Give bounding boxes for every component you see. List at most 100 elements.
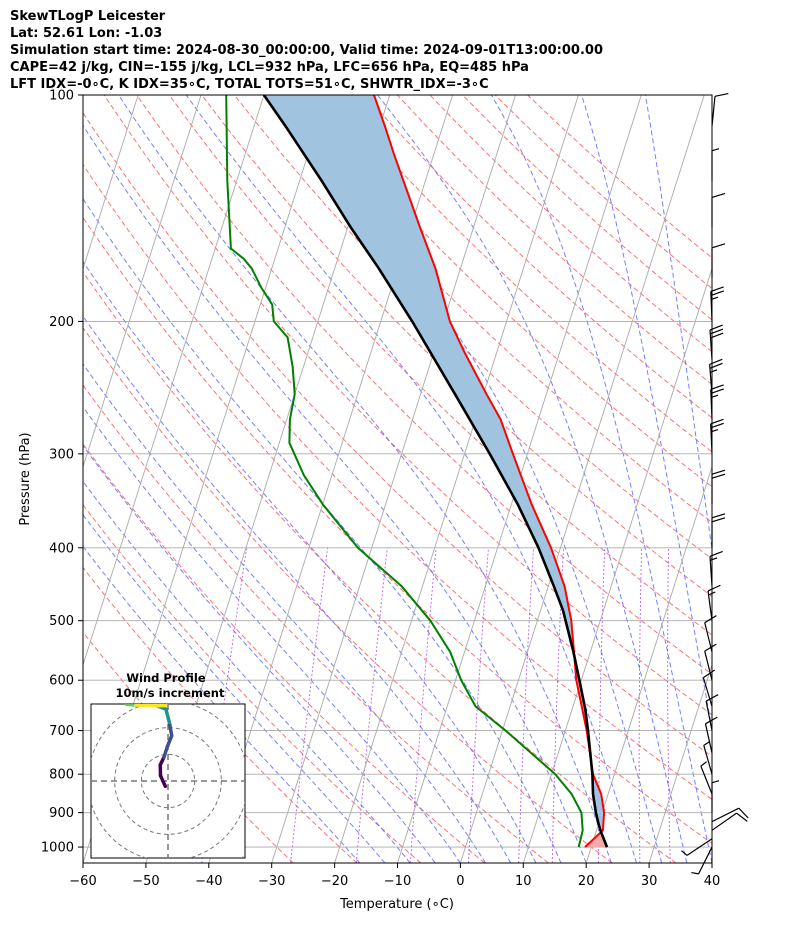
- time-text: Simulation start time: 2024-08-30_00:00:…: [10, 43, 603, 58]
- barb-flag: [710, 418, 724, 425]
- y-axis-label: Pressure (hPa): [18, 432, 33, 525]
- moist-adiabat: [83, 315, 512, 863]
- dry-adiabat: [299, 95, 712, 488]
- dry-adiabat: [494, 95, 712, 290]
- dry-adiabat: [429, 95, 712, 353]
- barb-staff: [710, 389, 713, 420]
- wind-barb: [704, 615, 717, 652]
- moist-adiabat: [83, 124, 587, 863]
- barb-half-flag: [710, 428, 719, 433]
- moist-adiabat: [83, 514, 386, 863]
- hodograph-segment: [164, 707, 172, 725]
- wind-barb: [704, 643, 717, 681]
- mixing-ratio-line: [409, 547, 437, 863]
- wind-barb: [709, 324, 724, 360]
- barb-staff: [709, 364, 713, 395]
- location-text: Lat: 52.61 Lon: -1.03: [10, 26, 163, 41]
- barb-staff: [702, 677, 713, 707]
- cin-area: [263, 95, 575, 657]
- barb-flag: [710, 422, 724, 429]
- x-tick-label: 0: [456, 874, 464, 889]
- barb-flag: [705, 694, 719, 702]
- x-tick-label: −20: [321, 874, 348, 889]
- x-tick-label: −60: [69, 874, 96, 889]
- moist-adiabat: [83, 444, 436, 863]
- barb-staff: [709, 556, 713, 587]
- barb-flag: [705, 716, 718, 725]
- barb-staff: [710, 423, 713, 454]
- barb-staff: [709, 329, 713, 360]
- barb-staff: [703, 745, 713, 775]
- x-tick-label: −50: [132, 874, 159, 889]
- hodograph-segment: [162, 744, 170, 759]
- wind-barbs: [681, 93, 749, 875]
- barb-flag: [711, 192, 726, 199]
- moist-adiabat: [118, 95, 612, 863]
- barb-flag: [710, 388, 724, 395]
- barb-staff: [704, 723, 713, 754]
- hodograph-segment: [158, 773, 168, 789]
- x-tick-label: 10: [515, 874, 532, 889]
- moist-adiabat: [83, 260, 537, 863]
- mixing-ratio-lines: [201, 547, 671, 863]
- isotherm-line: [775, 95, 794, 863]
- index-text: LFT IDX=-0∘C, K IDX=35∘C, TOTAL TOTS=51∘…: [10, 77, 489, 92]
- mixing-ratio-line: [355, 547, 388, 863]
- mixing-ratio-line: [468, 547, 489, 863]
- wind-barb: [710, 286, 724, 322]
- barb-half-flag: [681, 850, 688, 856]
- wind-barb: [711, 148, 720, 181]
- wind-barb: [710, 384, 724, 420]
- wind-barb: [710, 418, 724, 454]
- temperature-line: [373, 95, 606, 848]
- isotherm-line: [0, 95, 75, 863]
- y-tick-label: 800: [49, 768, 74, 783]
- dry-adiabat: [83, 566, 358, 863]
- barb-staff: [686, 838, 713, 856]
- profile-lines: [225, 95, 609, 848]
- moist-adiabat: [490, 95, 712, 863]
- wind-barb: [711, 513, 726, 548]
- barb-flag: [711, 517, 726, 523]
- barb-flag: [736, 812, 748, 822]
- moist-adiabats: [83, 95, 712, 863]
- barb-half-flag: [711, 780, 720, 784]
- dry-adiabat: [83, 216, 712, 845]
- wind-barb: [711, 93, 729, 127]
- isotherm-line: [83, 95, 202, 469]
- wind-barb: [711, 780, 720, 813]
- chart-title: SkewTLogP Leicester: [10, 9, 166, 24]
- barb-half-flag: [703, 740, 711, 746]
- barb-flag: [710, 332, 724, 339]
- dry-adiabat: [83, 163, 712, 800]
- barb-flag: [738, 807, 749, 819]
- hodograph-inset: Wind Profile 10m/s increment: [90, 671, 246, 859]
- barb-flag: [710, 328, 724, 335]
- barb-flag: [703, 669, 716, 679]
- barb-flag: [707, 584, 721, 592]
- barb-staff: [710, 291, 713, 322]
- x-tick-label: −30: [258, 874, 285, 889]
- mixing-ratio-line: [290, 547, 329, 863]
- dry-adiabat: [168, 95, 712, 636]
- barb-flag: [709, 358, 723, 365]
- y-tick-label: 400: [49, 541, 74, 556]
- barb-flag: [710, 290, 724, 296]
- x-axis-label: Temperature (∘C): [339, 897, 454, 912]
- barb-half-flag: [710, 369, 718, 373]
- hodograph-segment: [167, 720, 174, 738]
- barb-half-flag: [700, 761, 707, 767]
- dry-adiabat: [331, 95, 712, 453]
- wind-barb: [711, 812, 748, 831]
- x-tick-label: −10: [384, 874, 411, 889]
- wind-barb: [711, 807, 749, 823]
- isotherm-line: [83, 95, 265, 667]
- barb-flag: [711, 469, 726, 475]
- wind-barb: [691, 846, 713, 875]
- barb-staff: [698, 846, 713, 875]
- barb-half-flag: [710, 557, 718, 561]
- isotherm-line: [459, 95, 705, 863]
- cape-text: CAPE=42 j/kg, CIN=-155 j/kg, LCL=932 hPa…: [10, 60, 529, 75]
- x-tick-label: 30: [641, 874, 658, 889]
- y-tick-label: 600: [49, 674, 74, 689]
